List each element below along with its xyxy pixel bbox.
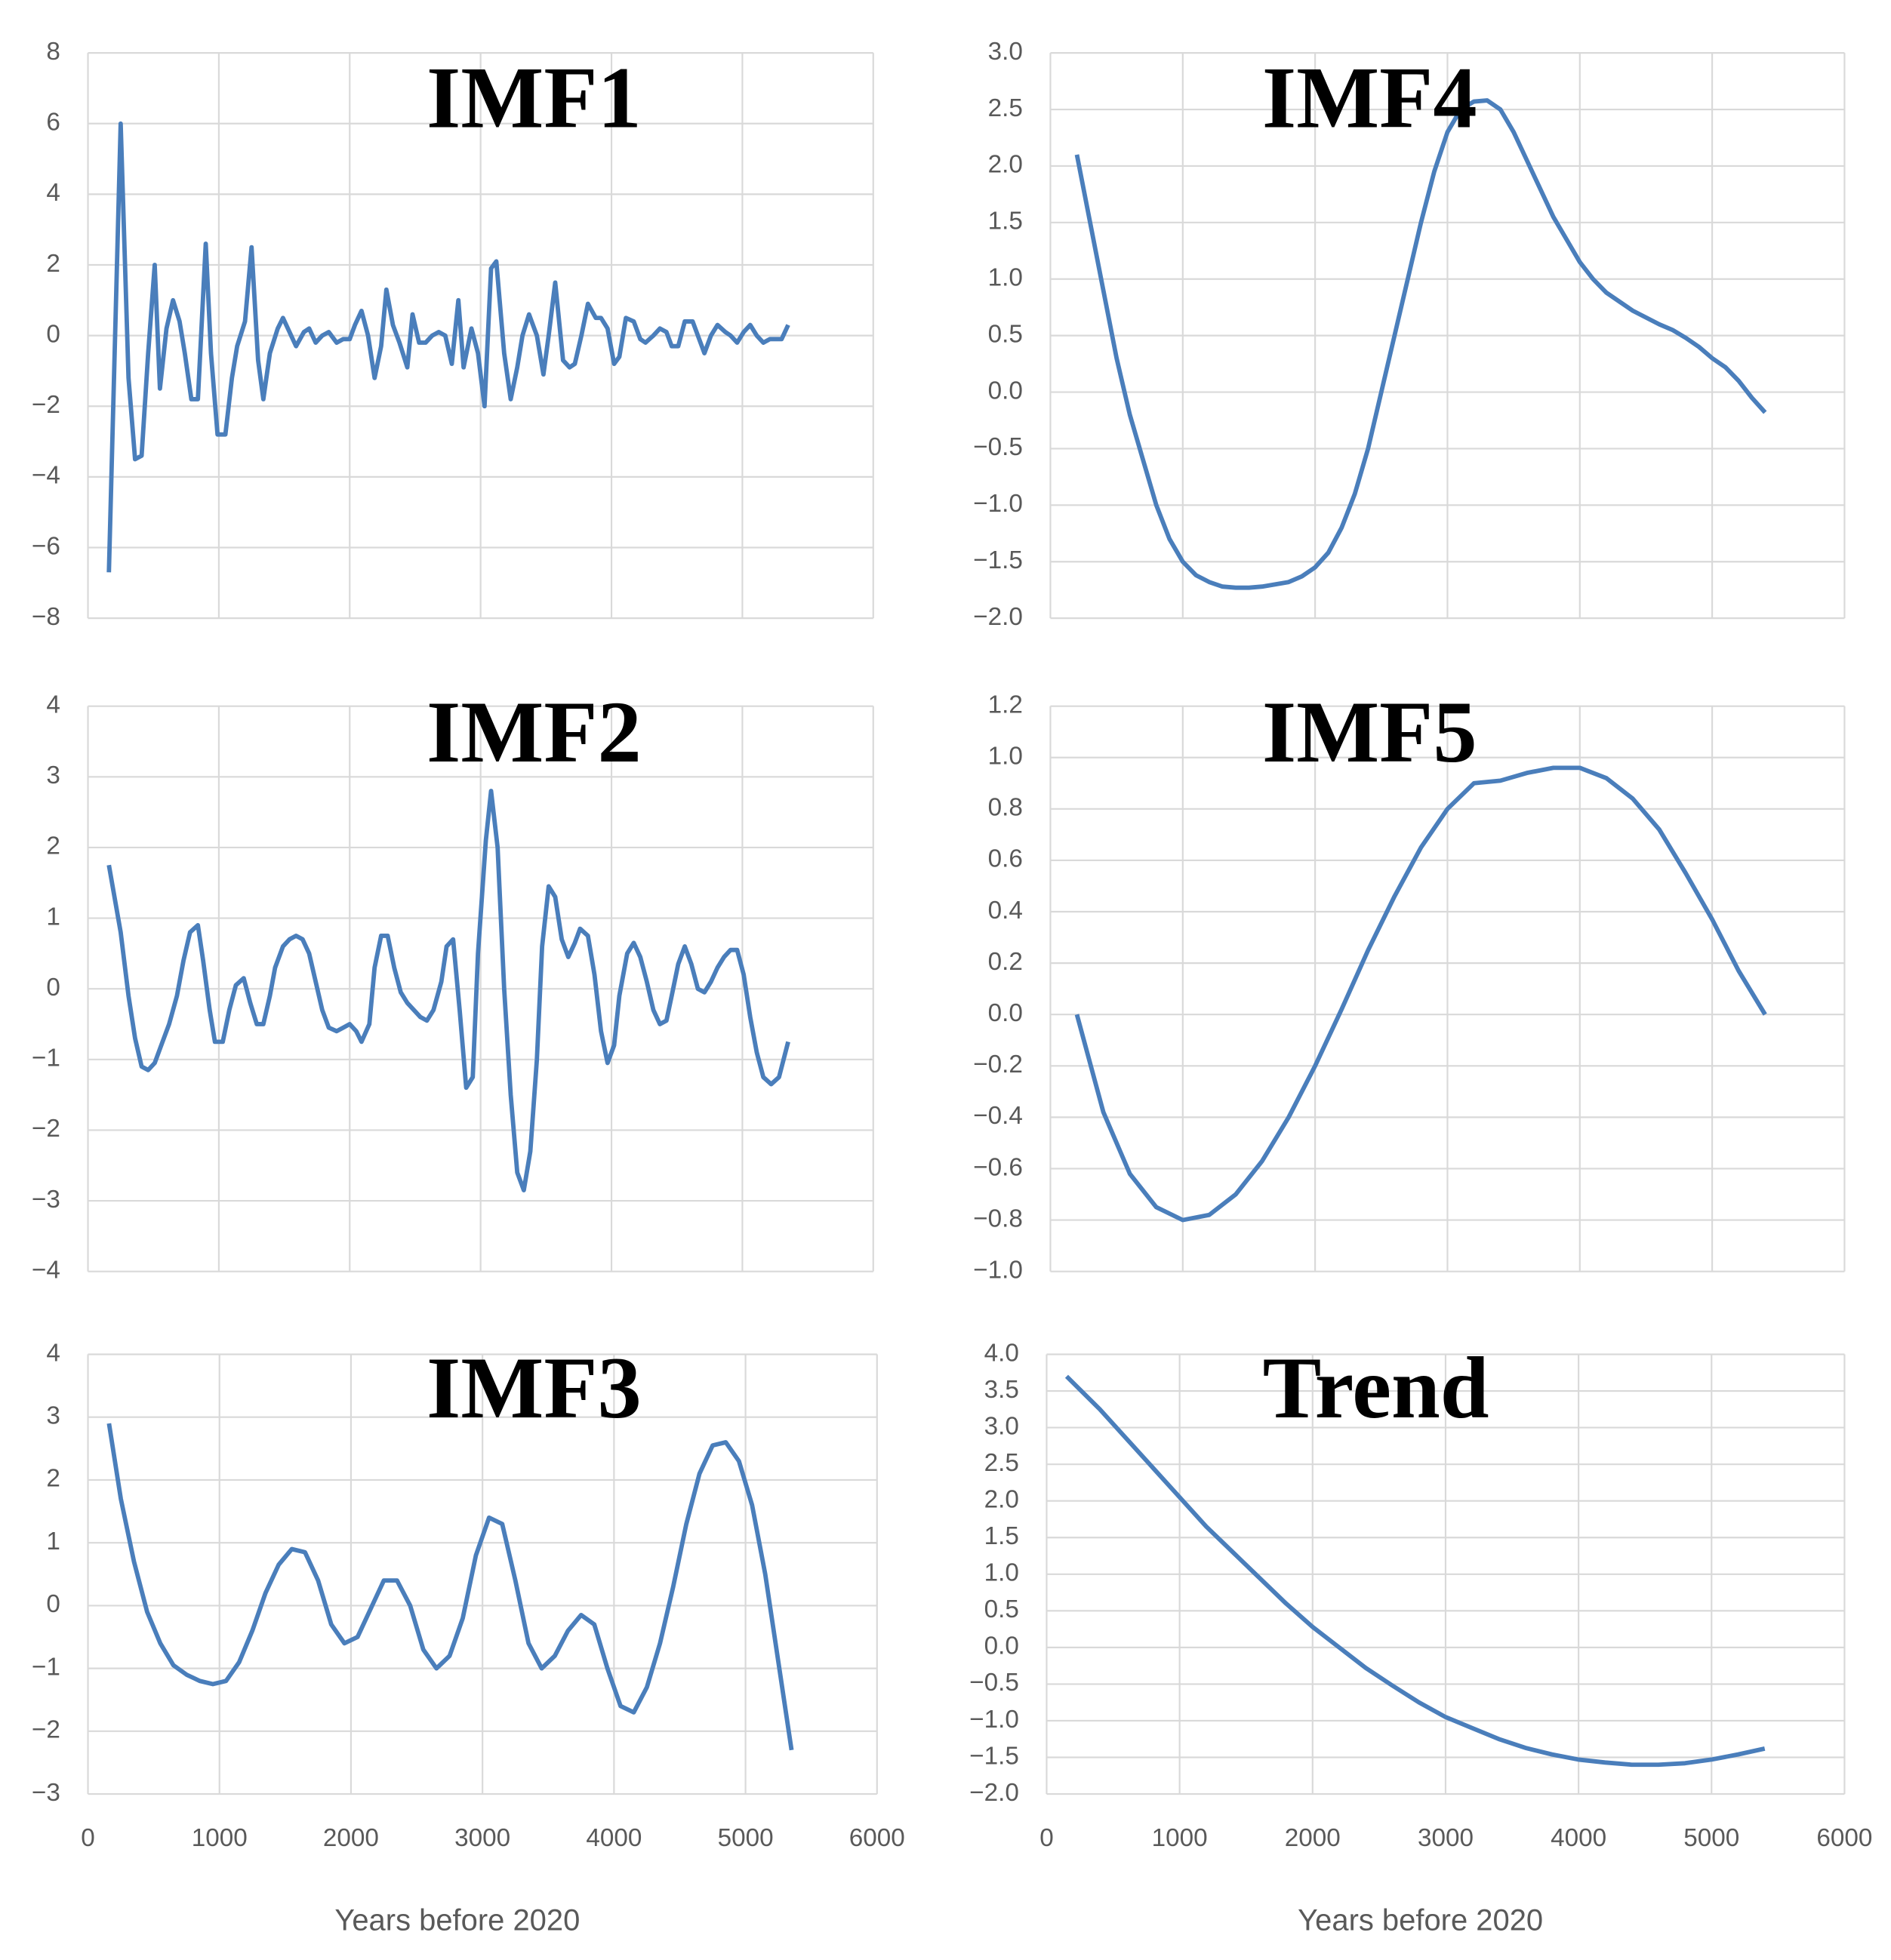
y-tick-label: 0.8 [988, 794, 1023, 822]
y-tick-label: 2 [46, 1465, 60, 1493]
y-tick-label: 2 [46, 832, 60, 860]
x-tick-label: 5000 [1683, 1824, 1739, 1852]
x-tick-label: 2000 [323, 1824, 379, 1852]
x-tick-label: 4000 [1551, 1824, 1606, 1852]
y-tick-label: −0.5 [969, 1669, 1019, 1697]
y-tick-label: −4 [32, 462, 60, 490]
y-tick-label: 2.5 [988, 94, 1023, 122]
y-tick-label: −0.4 [973, 1102, 1023, 1130]
y-tick-label: 1.5 [984, 1522, 1019, 1550]
y-tick-label: 0.5 [984, 1595, 1019, 1623]
x-tick-label: 5000 [718, 1824, 774, 1852]
y-tick-label: −3 [32, 1779, 60, 1807]
y-tick-label: 8 [46, 38, 60, 66]
y-tick-label: 0 [46, 320, 60, 348]
data-line [106, 121, 790, 573]
y-tick-label: 4 [46, 1339, 60, 1367]
y-tick-label: −2.0 [973, 603, 1023, 631]
x-axis-label: Years before 2020 [334, 1903, 580, 1937]
y-tick-label: −2 [32, 1716, 60, 1744]
data-line [1064, 1374, 1766, 1768]
data-line [1074, 98, 1767, 590]
x-tick-label: 3000 [454, 1824, 510, 1852]
y-tick-label: −0.2 [973, 1051, 1023, 1078]
x-tick-label: 1000 [1152, 1824, 1208, 1852]
x-axis-label: Years before 2020 [1298, 1903, 1543, 1937]
y-tick-label: 1.0 [988, 743, 1023, 771]
x-tick-label: 1000 [192, 1824, 248, 1852]
y-tick-label: −1.5 [973, 546, 1023, 574]
y-tick-label: 2 [46, 250, 60, 278]
y-tick-label: 0.2 [988, 948, 1023, 976]
y-tick-label: −3 [32, 1186, 60, 1214]
y-tick-label: 1.0 [988, 264, 1023, 292]
y-tick-label: 4.0 [984, 1339, 1019, 1367]
y-tick-label: 4 [46, 179, 60, 207]
y-tick-label: 0.6 [988, 845, 1023, 873]
y-tick-label: 1 [46, 1528, 60, 1555]
x-tick-label: 0 [81, 1824, 95, 1852]
y-tick-label: 0.0 [988, 377, 1023, 405]
y-tick-label: −6 [32, 532, 60, 560]
y-tick-label: 3.5 [984, 1376, 1019, 1404]
y-tick-label: 4 [46, 691, 60, 718]
y-tick-label: −1.0 [973, 490, 1023, 518]
y-tick-label: 0.5 [988, 320, 1023, 348]
y-tick-label: 1 [46, 903, 60, 931]
y-tick-label: 0.0 [984, 1632, 1019, 1660]
y-tick-label: −0.8 [973, 1205, 1023, 1232]
y-tick-label: 2.0 [988, 151, 1023, 179]
chart-title: Trend [1263, 1340, 1489, 1437]
data-line [106, 1423, 794, 1751]
y-tick-label: 1.0 [984, 1559, 1019, 1587]
y-tick-label: −1.0 [973, 1256, 1023, 1284]
x-tick-label: 6000 [849, 1824, 905, 1852]
y-tick-label: 3.0 [984, 1412, 1019, 1440]
chart-title: IMF3 [427, 1340, 642, 1437]
y-tick-label: 1.5 [988, 208, 1023, 235]
chart-title: IMF1 [427, 49, 642, 146]
data-line [1074, 765, 1767, 1223]
y-tick-label: −2 [32, 391, 60, 419]
chart-title: IMF2 [427, 684, 642, 781]
y-tick-label: 2.5 [984, 1449, 1019, 1477]
x-tick-label: 0 [1039, 1824, 1054, 1852]
y-tick-label: 2.0 [984, 1485, 1019, 1513]
chart-title: IMF5 [1262, 684, 1477, 781]
y-tick-label: −2.0 [969, 1779, 1019, 1807]
y-tick-label: −8 [32, 603, 60, 631]
x-tick-label: 2000 [1285, 1824, 1341, 1852]
y-tick-label: −0.5 [973, 433, 1023, 461]
y-tick-label: −1 [32, 1653, 60, 1681]
y-tick-label: 3 [46, 1402, 60, 1430]
y-tick-label: −1.5 [969, 1742, 1019, 1770]
y-tick-label: −2 [32, 1115, 60, 1143]
y-tick-label: −1.0 [969, 1706, 1019, 1734]
y-tick-label: −4 [32, 1256, 60, 1284]
y-tick-label: −1 [32, 1045, 60, 1072]
y-tick-label: 0 [46, 1590, 60, 1618]
y-tick-label: 6 [46, 109, 60, 137]
y-tick-label: 0 [46, 974, 60, 1002]
chart-title: IMF4 [1262, 49, 1477, 146]
y-tick-label: 1.2 [988, 691, 1023, 718]
data-line [106, 789, 790, 1192]
x-tick-label: 6000 [1816, 1824, 1872, 1852]
y-tick-label: −0.6 [973, 1153, 1023, 1181]
x-tick-label: 3000 [1418, 1824, 1474, 1852]
y-tick-label: 3 [46, 762, 60, 789]
y-tick-label: 3.0 [988, 38, 1023, 66]
y-tick-label: 0.4 [988, 897, 1023, 925]
y-tick-label: 0.0 [988, 999, 1023, 1027]
x-tick-label: 4000 [586, 1824, 642, 1852]
